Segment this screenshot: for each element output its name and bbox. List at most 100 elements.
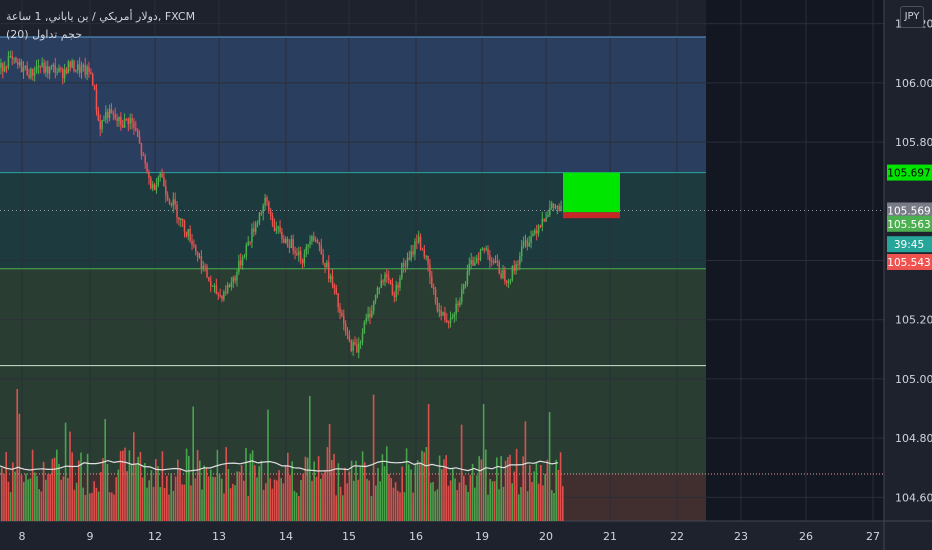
volume-bar	[80, 452, 82, 521]
candle-body	[50, 65, 53, 68]
price-marker-label: 105.543	[887, 257, 930, 269]
volume-bar	[207, 476, 210, 521]
zone-blue	[0, 37, 706, 173]
candle-body	[75, 69, 77, 72]
volume-bar	[390, 477, 392, 521]
x-tick-label: 21	[603, 530, 617, 543]
volume-bar	[159, 487, 161, 521]
volume-bar	[245, 447, 247, 521]
candle-body	[444, 312, 446, 320]
candle-body	[17, 62, 19, 65]
candle-body	[487, 248, 489, 255]
candle-body	[269, 210, 272, 217]
candle-body	[93, 85, 96, 90]
candle-body	[491, 260, 493, 262]
volume-bar	[225, 447, 227, 521]
candle-body	[251, 228, 253, 243]
price-marker-bg	[887, 164, 932, 181]
volume-bar	[317, 456, 320, 521]
candle-body	[266, 197, 268, 202]
candle-body	[537, 225, 540, 234]
candle-body	[328, 262, 330, 279]
volume-bar	[135, 463, 137, 521]
volume-bar	[117, 469, 120, 521]
volume-bar	[322, 473, 324, 521]
candle-body	[215, 285, 218, 295]
volume-bar	[56, 449, 58, 521]
candle-body	[28, 74, 30, 78]
volume-bar	[304, 456, 307, 521]
candle-body	[509, 279, 512, 281]
volume-bar	[260, 460, 263, 521]
volume-bar	[34, 472, 36, 521]
volume-bar	[421, 450, 423, 521]
volume-bar	[408, 464, 410, 521]
candle-body	[485, 248, 487, 250]
candle-body	[71, 60, 73, 68]
candle-body	[202, 266, 205, 269]
candle-body	[554, 207, 557, 209]
candle-body	[140, 143, 143, 156]
candle-body	[7, 56, 10, 68]
volume-bar	[474, 487, 476, 521]
volume-bar	[137, 456, 139, 521]
volume-bar	[353, 480, 355, 521]
volume-bar	[445, 455, 447, 521]
volume-bar	[443, 459, 445, 521]
volume-bar	[5, 452, 7, 521]
candle-body	[483, 248, 486, 250]
candle-body	[412, 251, 414, 255]
volume-bar	[7, 481, 10, 521]
volume-bar	[251, 450, 254, 521]
volume-bar	[313, 461, 315, 521]
candle-body	[333, 284, 336, 288]
volume-bar	[388, 473, 390, 521]
volume-bar	[58, 463, 60, 521]
candle-body	[361, 333, 364, 343]
volume-bar	[262, 489, 265, 521]
candle-body	[106, 112, 109, 118]
volume-bar	[482, 404, 485, 521]
volume-bar	[306, 457, 309, 521]
candle-body	[62, 68, 64, 79]
candle-body	[15, 58, 17, 63]
volume-bar	[425, 447, 428, 521]
volume-bar	[16, 389, 18, 521]
candle-body	[489, 254, 491, 261]
volume-bar	[36, 475, 38, 521]
volume-bar	[190, 485, 192, 521]
volume-bar	[284, 465, 287, 521]
volume-bar	[60, 479, 62, 521]
volume-bar	[273, 479, 276, 521]
candle-body	[416, 241, 418, 243]
candle-body	[116, 118, 118, 121]
candle-body	[69, 61, 71, 68]
volume-bar	[47, 474, 49, 521]
candle-body	[314, 240, 317, 242]
candle-body	[331, 276, 334, 285]
candle-body	[432, 287, 435, 290]
candle-body	[47, 66, 49, 74]
volume-bar	[45, 479, 47, 521]
volume-bar	[20, 475, 23, 521]
volume-bar	[278, 470, 280, 521]
volume-bar	[324, 470, 326, 521]
candle-body	[299, 251, 302, 260]
volume-bar	[342, 495, 344, 521]
volume-bar	[236, 471, 238, 521]
candle-body	[367, 313, 369, 318]
candle-body	[421, 249, 424, 251]
candle-body	[48, 67, 51, 74]
candle-body	[84, 65, 86, 75]
volume-bar	[355, 460, 357, 521]
candle-body	[352, 342, 354, 351]
candle-body	[520, 246, 523, 257]
volume-bar	[67, 478, 69, 521]
volume-bar	[375, 485, 377, 521]
candle-body	[191, 240, 193, 245]
candle-body	[534, 230, 536, 234]
x-tick-label: 27	[866, 530, 880, 543]
currency-button[interactable]: JPY	[900, 6, 924, 28]
volume-bar	[432, 482, 434, 521]
